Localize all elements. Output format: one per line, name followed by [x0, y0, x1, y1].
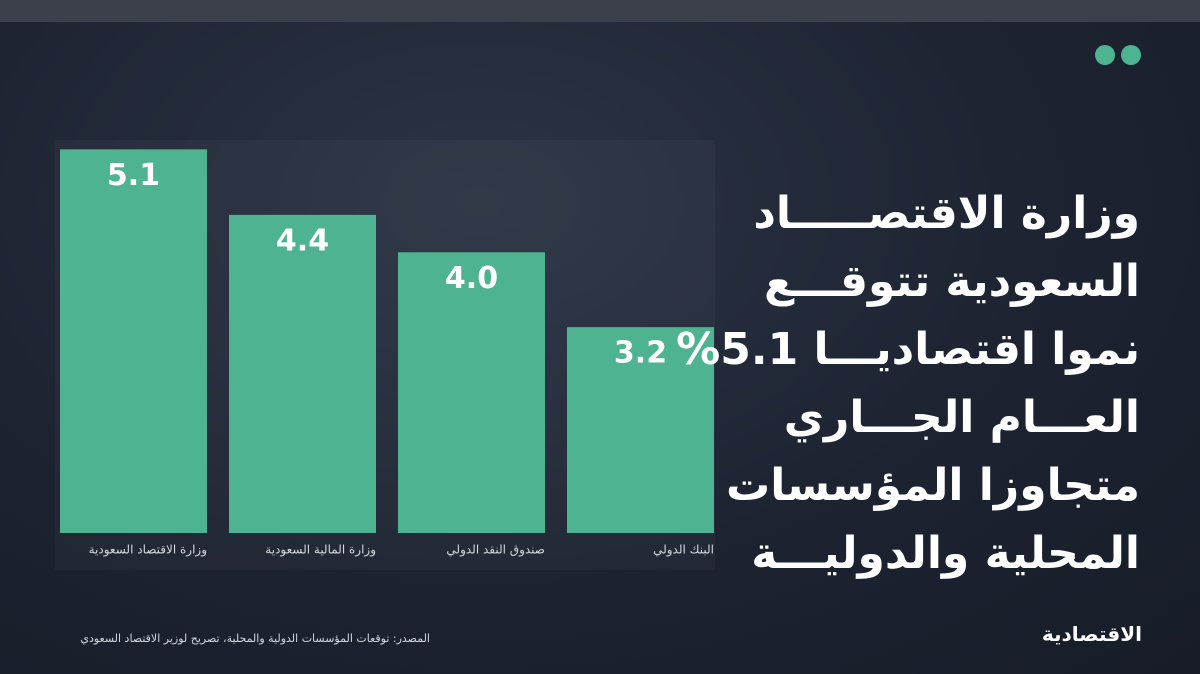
value-label: 4.0: [445, 261, 498, 296]
bar: [398, 252, 545, 534]
bar: [229, 214, 376, 533]
brand-logo: الاقتصادية: [1041, 622, 1142, 646]
title-line: وزارة الاقتصـــــاد: [753, 188, 1140, 239]
x-tick-label: وزارة الاقتصاد السعودية: [89, 543, 207, 558]
top-bar: [0, 0, 1200, 22]
value-label: 3.2: [614, 336, 667, 371]
x-tick-label: البنك الدولي: [653, 543, 714, 558]
decor-dot: [1121, 45, 1141, 65]
decor-dot: [1095, 45, 1115, 65]
title-line: السعودية تتوقـــع: [764, 256, 1140, 307]
x-tick-label: وزارة المالية السعودية: [265, 543, 376, 558]
value-label: 5.1: [107, 158, 160, 193]
source-note: المصدر: توقعات المؤسسات الدولية والمحلية…: [80, 632, 430, 645]
bar: [60, 149, 207, 533]
title-line: نموا اقتصاديـــا 5.1%: [676, 324, 1140, 375]
title-line: المحلية والدوليـــة: [751, 528, 1140, 579]
title: وزارة الاقتصـــــاد السعودية تتوقـــع نموا…: [676, 180, 1140, 588]
value-label: 4.4: [276, 223, 329, 258]
title-line: متجاوزا المؤسسات: [726, 460, 1140, 511]
title-line: العـــام الجـــاري: [783, 392, 1140, 443]
bar: [567, 327, 714, 533]
x-tick-label: صندوق النقد الدولي: [446, 543, 545, 558]
